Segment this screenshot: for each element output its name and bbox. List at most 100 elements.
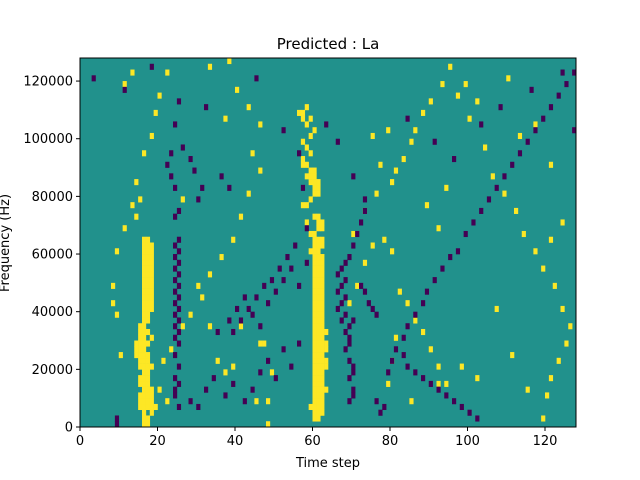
- heatmap-cell-high: [312, 213, 317, 220]
- heatmap-cell-high: [149, 242, 154, 249]
- heatmap-cell-high: [266, 398, 271, 405]
- heatmap-cell-high: [506, 75, 511, 82]
- heatmap-cell-high: [142, 357, 147, 364]
- heatmap-cell-high: [258, 167, 263, 174]
- heatmap-cell-high: [145, 271, 151, 278]
- heatmap-cell-high: [548, 161, 554, 168]
- heatmap-cell-high: [316, 219, 321, 226]
- heatmap-cell-high: [312, 352, 317, 359]
- heatmap-cell-high: [413, 317, 418, 324]
- heatmap-cell-high: [312, 230, 317, 238]
- heatmap-cell-low: [359, 282, 364, 289]
- y-axis: 0 20000 40000 60000 80000 100000 120000: [23, 75, 80, 436]
- heatmap-cell-high: [316, 300, 321, 307]
- heatmap-cell-high: [424, 202, 430, 209]
- heatmap-cell-low: [173, 213, 178, 220]
- heatmap-cell-high: [320, 323, 325, 330]
- heatmap-cell-high: [142, 340, 147, 347]
- heatmap-cell-low: [273, 288, 278, 295]
- heatmap-cell-high: [514, 207, 519, 214]
- heatmap-cell-low: [428, 380, 433, 387]
- heatmap-cell-high: [142, 300, 147, 307]
- heatmap-cell-low: [351, 369, 356, 376]
- heatmap-cell-high: [386, 127, 391, 134]
- heatmap-cell-low: [560, 69, 565, 76]
- heatmap-cell-high: [312, 328, 317, 336]
- heatmap-cell-high: [467, 115, 472, 122]
- heatmap-cell-high: [312, 380, 317, 387]
- heatmap-cells: [80, 58, 577, 428]
- heatmap-cell-low: [297, 340, 302, 347]
- heatmap-cell-high: [312, 259, 317, 266]
- heatmap-cell-low: [235, 305, 240, 312]
- heatmap-cell-high: [320, 311, 325, 318]
- heatmap-cell-low: [223, 392, 228, 399]
- heatmap-cell-low: [494, 184, 499, 191]
- heatmap-cell-low: [343, 328, 348, 336]
- heatmap-cell-high: [316, 392, 321, 399]
- heatmap-cell-low: [219, 173, 224, 180]
- heatmap-cell-high: [316, 225, 321, 232]
- x-tick-label: 0: [76, 434, 84, 449]
- heatmap-cell-high: [459, 363, 464, 370]
- heatmap-cell-high: [316, 346, 321, 353]
- heatmap-cell-high: [118, 352, 123, 359]
- heatmap-cell-high: [320, 265, 325, 272]
- heatmap-cell-high: [312, 248, 317, 255]
- heatmap-cell-low: [335, 138, 340, 145]
- x-tick-label: 120: [533, 434, 558, 449]
- heatmap-cell-high: [409, 398, 414, 405]
- heatmap-cell-high: [312, 288, 317, 295]
- heatmap-cell-high: [316, 242, 321, 249]
- heatmap-cell-high: [300, 202, 306, 209]
- heatmap-cell-low: [269, 277, 275, 284]
- x-tick-label: 40: [227, 434, 244, 449]
- heatmap-cell-high: [320, 254, 325, 261]
- heatmap-cell-high: [552, 282, 557, 289]
- heatmap-cell-high: [138, 380, 143, 387]
- heatmap-cell-low: [173, 288, 178, 295]
- heatmap-cell-high: [142, 375, 147, 382]
- heatmap-cell-high: [393, 167, 399, 174]
- heatmap-cell-high: [142, 409, 147, 416]
- heatmap-cell-high: [320, 403, 325, 411]
- heatmap-cell-high: [304, 161, 309, 168]
- heatmap-cell-low: [281, 346, 286, 353]
- heatmap-cell-high: [316, 184, 321, 191]
- heatmap-cell-high: [145, 415, 151, 422]
- heatmap-cell-low: [227, 317, 232, 324]
- heatmap-cell-high: [149, 363, 154, 370]
- heatmap-cell-high: [250, 150, 255, 157]
- heatmap-cell-high: [316, 386, 321, 393]
- heatmap-cell-high: [142, 311, 147, 318]
- heatmap-cell-high: [320, 346, 325, 353]
- heatmap-cell-high: [320, 305, 325, 312]
- heatmap-cell-low: [378, 409, 383, 416]
- heatmap-cell-low: [541, 115, 546, 122]
- heatmap-cell-high: [149, 254, 154, 261]
- heatmap-cell-low: [533, 127, 538, 134]
- heatmap-cell-high: [145, 288, 151, 295]
- heatmap-cell-low: [176, 248, 182, 255]
- y-tick-label: 60000: [32, 248, 73, 263]
- heatmap-cell-high: [235, 86, 240, 93]
- heatmap-cell-high: [320, 398, 325, 405]
- heatmap-cell-high: [153, 403, 158, 411]
- heatmap-cell-high: [149, 386, 154, 393]
- heatmap-cell-high: [142, 352, 147, 359]
- heatmap-cell-high: [409, 138, 414, 145]
- heatmap-cell-low: [343, 311, 348, 318]
- y-tick-label: 100000: [23, 132, 73, 147]
- heatmap-cell-high: [180, 323, 185, 330]
- heatmap-cell-high: [312, 242, 317, 249]
- heatmap-cell-high: [312, 173, 317, 180]
- heatmap-cell-low: [374, 398, 379, 405]
- heatmap-cell-high: [320, 392, 325, 399]
- heatmap-cell-high: [145, 357, 151, 364]
- heatmap-cell-high: [145, 282, 151, 289]
- heatmap-cell-low: [188, 398, 193, 405]
- heatmap-cell-low: [254, 75, 259, 82]
- heatmap-cell-low: [176, 207, 182, 214]
- heatmap-cell-high: [138, 323, 143, 330]
- heatmap-cell-high: [320, 357, 325, 364]
